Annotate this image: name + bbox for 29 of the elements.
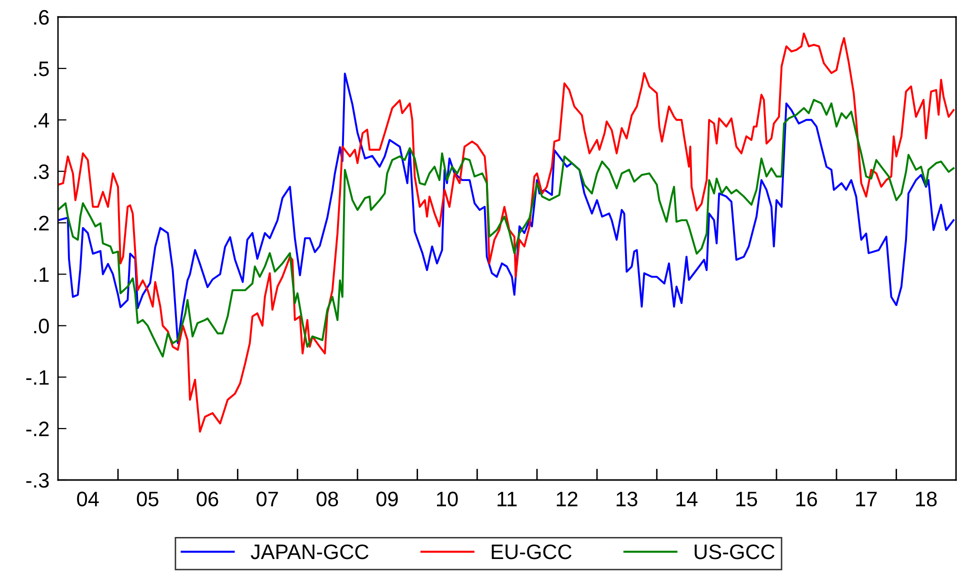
y-tick-label: .3 bbox=[34, 164, 49, 180]
y-tick-label: .4 bbox=[34, 113, 50, 128]
y-tick-label: -.2 bbox=[26, 422, 49, 436]
y-tick-label: -.1 bbox=[26, 370, 49, 385]
y-tick-label: .0 bbox=[34, 318, 49, 334]
x-tick-label: 11 bbox=[498, 492, 517, 506]
legend-label: US-GCC bbox=[694, 544, 775, 560]
x-tick-label: 18 bbox=[916, 492, 937, 506]
x-tick-label: 12 bbox=[556, 492, 578, 506]
y-tick-label: .5 bbox=[34, 62, 49, 76]
y-tick-label: .1 bbox=[34, 267, 49, 282]
x-tick-label: 08 bbox=[316, 492, 338, 506]
x-tick-label: 09 bbox=[376, 492, 398, 506]
x-tick-label: 13 bbox=[616, 492, 638, 506]
y-tick-label: .2 bbox=[34, 216, 49, 230]
x-tick-label: 04 bbox=[77, 492, 99, 506]
x-tick-label: 07 bbox=[256, 492, 278, 506]
x-tick-label: 14 bbox=[676, 492, 698, 506]
x-tick-label: 05 bbox=[136, 492, 158, 506]
legend-label: JAPAN-GCC bbox=[250, 544, 368, 560]
x-tick-label: 06 bbox=[196, 492, 218, 506]
y-tick-label: .6 bbox=[34, 10, 49, 25]
x-tick-label: 16 bbox=[796, 492, 818, 506]
line-series bbox=[58, 32, 955, 433]
y-tick-label: -.3 bbox=[26, 473, 49, 488]
x-tick-label: 17 bbox=[856, 492, 877, 506]
x-tick-label: 15 bbox=[736, 492, 758, 506]
legend-label: EU-GCC bbox=[492, 544, 572, 560]
x-tick-label: 10 bbox=[437, 492, 458, 506]
